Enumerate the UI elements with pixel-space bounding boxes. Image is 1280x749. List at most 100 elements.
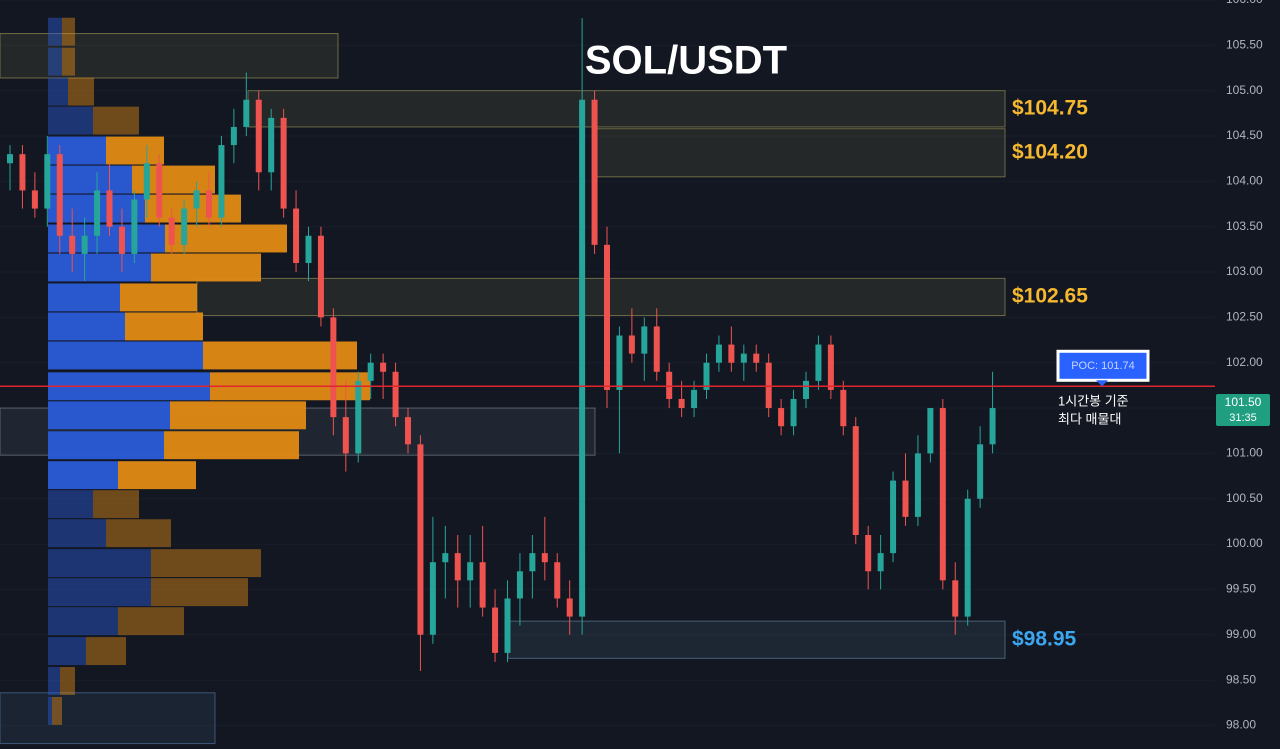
vp-buy-bar — [48, 549, 151, 578]
candle-body — [131, 199, 138, 254]
candle-body — [230, 126, 237, 146]
candle-body — [380, 362, 387, 372]
candle-body — [877, 553, 884, 572]
candle-body — [790, 398, 797, 427]
candle-body — [678, 398, 685, 409]
vp-buy-bar — [48, 136, 106, 165]
candle-body — [529, 553, 536, 572]
vp-buy-bar — [48, 283, 120, 312]
vp-sell-bar — [62, 47, 75, 76]
annotation: 1시간봉 기준 — [1058, 394, 1129, 409]
candle-body — [405, 417, 411, 445]
y-tick-label: 106.00 — [1226, 0, 1263, 6]
candle-body — [218, 145, 225, 218]
candle-body — [554, 562, 561, 599]
candle-body — [715, 344, 722, 363]
candle-body — [243, 99, 250, 127]
candle-body — [280, 117, 287, 209]
candle-body — [193, 190, 200, 209]
vp-buy-bar — [48, 253, 151, 282]
last-price-label: 101.50 — [1225, 395, 1262, 409]
y-tick-label: 104.50 — [1226, 128, 1263, 142]
candle-body — [106, 190, 113, 227]
y-tick-label: 103.50 — [1226, 219, 1263, 233]
zone — [0, 33, 339, 79]
candle-body — [628, 335, 635, 354]
candle-body — [541, 553, 548, 563]
candle-body — [81, 235, 88, 254]
candle-body — [330, 317, 337, 418]
candle-body — [156, 163, 163, 218]
vp-sell-bar — [170, 401, 306, 430]
y-tick-label: 101.00 — [1226, 446, 1263, 460]
zone-label: $104.75 — [1012, 96, 1088, 119]
vp-sell-bar — [62, 17, 75, 46]
candle-body — [977, 444, 984, 499]
vp-sell-bar — [93, 106, 139, 135]
candle-body — [827, 344, 834, 390]
candle-body — [902, 480, 909, 517]
vp-sell-bar — [164, 431, 299, 460]
vp-buy-bar — [48, 401, 170, 430]
poc-label-box — [1056, 349, 1150, 382]
chart-title: SOL/USDT — [585, 39, 787, 83]
poc-pointer — [1096, 380, 1108, 387]
vp-buy-bar — [48, 696, 52, 725]
vp-sell-bar — [106, 519, 171, 548]
vp-buy-bar — [48, 637, 86, 666]
candle-body — [914, 453, 921, 517]
vp-buy-bar — [48, 47, 62, 76]
y-tick-label: 103.00 — [1226, 264, 1263, 278]
candle-body — [927, 408, 934, 454]
candle-body — [392, 371, 399, 418]
vp-sell-bar — [120, 283, 197, 312]
y-tick-label: 99.50 — [1226, 582, 1256, 596]
candle-body — [579, 99, 586, 617]
vp-sell-bar — [60, 667, 75, 695]
candle-body — [355, 380, 362, 454]
vp-sell-bar — [125, 312, 203, 341]
candle-body — [890, 480, 897, 554]
candle-body — [181, 208, 188, 245]
zone-label: $98.95 — [1012, 627, 1077, 650]
candle-body — [44, 154, 51, 209]
vp-buy-bar — [48, 578, 151, 607]
candle-body — [865, 535, 872, 572]
vp-sell-bar — [151, 253, 261, 282]
candle-body — [504, 598, 511, 653]
y-tick-label: 99.00 — [1226, 627, 1256, 641]
candle-body — [342, 417, 349, 454]
candle-body — [653, 326, 660, 372]
vp-sell-bar — [106, 136, 164, 165]
candle-body — [753, 353, 760, 363]
vp-buy-bar — [48, 17, 62, 46]
vp-buy-bar — [48, 607, 118, 636]
vp-sell-bar — [151, 549, 261, 578]
candle-body — [641, 326, 648, 354]
vp-buy-bar — [48, 341, 203, 370]
candle-body — [143, 163, 150, 200]
candle-body — [168, 217, 175, 245]
candle-body — [840, 389, 847, 427]
candle-body — [492, 607, 499, 653]
zone — [594, 128, 1006, 178]
candle-body — [19, 154, 26, 191]
zone-label: $104.20 — [1012, 140, 1088, 163]
candle-body — [815, 344, 822, 381]
candle-body — [429, 562, 436, 635]
candle-body — [765, 362, 772, 409]
vp-sell-bar — [118, 461, 196, 490]
candle-body — [94, 190, 101, 236]
vp-buy-bar — [48, 461, 118, 490]
vp-sell-bar — [118, 607, 184, 636]
candle-body — [479, 562, 486, 608]
candle-body — [454, 553, 461, 581]
candle-body — [939, 408, 946, 581]
vp-buy-bar — [48, 490, 93, 519]
candle-body — [728, 344, 735, 363]
y-tick-label: 98.00 — [1226, 718, 1256, 732]
candle-body — [591, 99, 598, 245]
y-tick-label: 105.00 — [1226, 83, 1263, 97]
vp-sell-bar — [52, 696, 62, 725]
